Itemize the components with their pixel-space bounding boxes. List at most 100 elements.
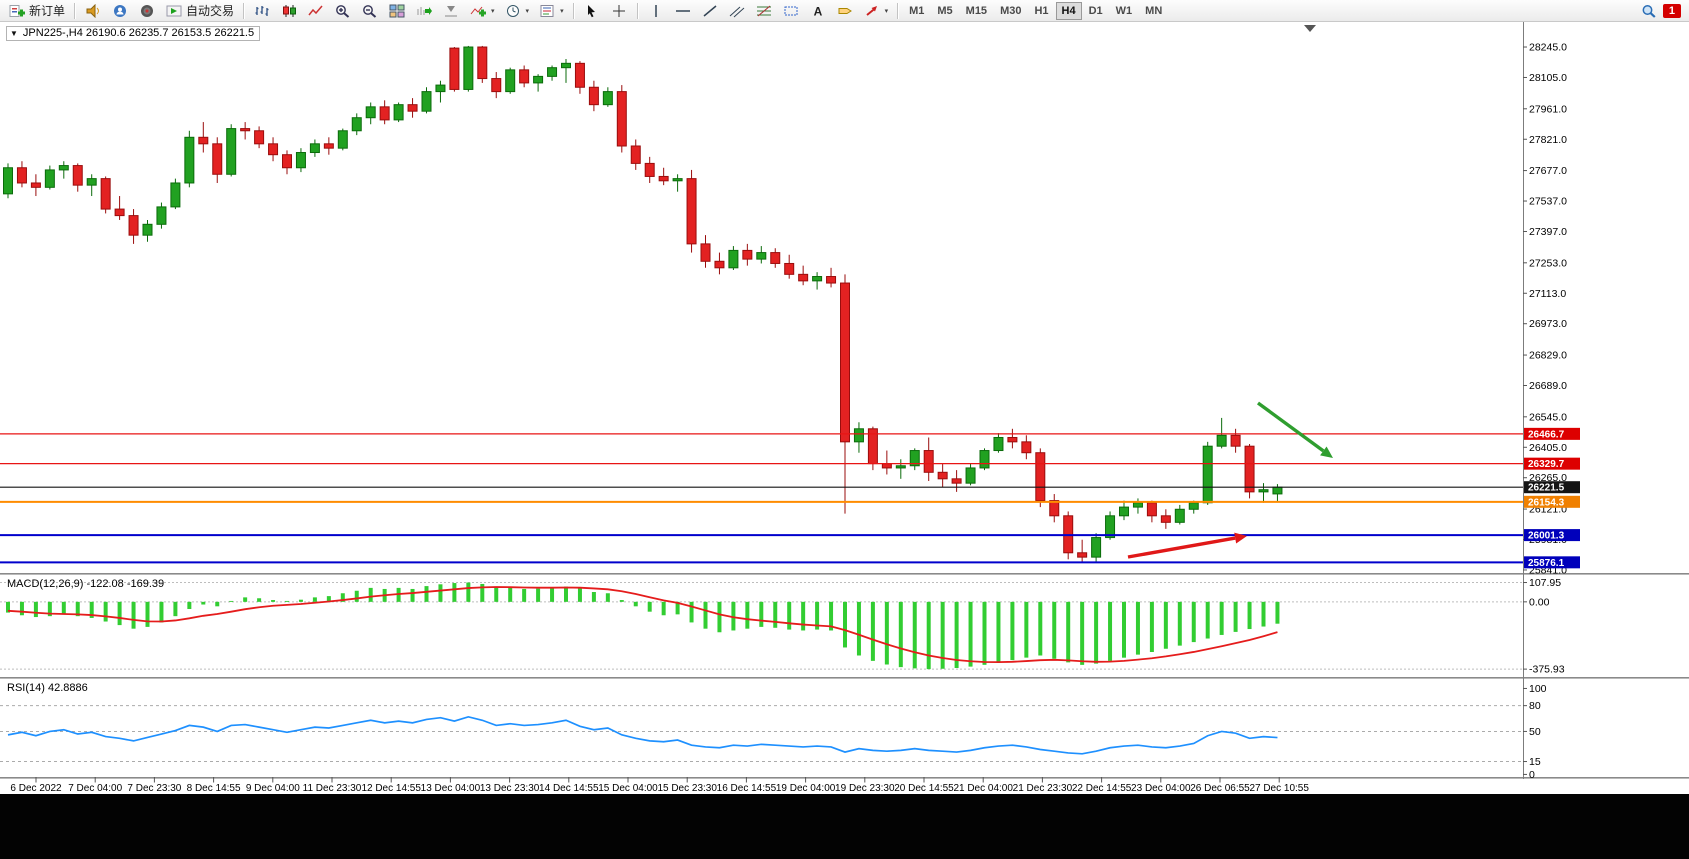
- time-axis-label: 14 Dec 14:55: [539, 783, 599, 794]
- green-down-arrow[interactable]: [1256, 401, 1333, 458]
- candle-body: [1035, 452, 1046, 502]
- panel-splitter[interactable]: [0, 777, 1689, 779]
- timeframe-button-h1[interactable]: H1: [1034, 4, 1049, 17]
- candle-body: [1188, 502, 1199, 510]
- horizontal-line-button[interactable]: [670, 1, 696, 21]
- candle-body: [1272, 486, 1283, 495]
- price-badge: [1524, 481, 1580, 494]
- candle-body: [937, 471, 948, 480]
- candle-body: [295, 152, 306, 169]
- macd-axis-label: 0.00: [1529, 596, 1550, 608]
- candle-body: [742, 249, 753, 260]
- panel-splitter[interactable]: [0, 573, 1689, 575]
- tile-windows-button[interactable]: [384, 1, 410, 21]
- mailbox-badge[interactable]: 1: [1662, 3, 1681, 18]
- timeframe-button-d1[interactable]: D1: [1088, 4, 1103, 17]
- candle-body: [1146, 502, 1157, 517]
- autotrading-label: 自动交易: [186, 4, 235, 18]
- price-badge-label: 26329.7: [1528, 459, 1565, 470]
- rsi-label: RSI(14) 42.8886: [7, 682, 88, 694]
- periods-button[interactable]: ▾: [500, 1, 534, 21]
- price-axis[interactable]: [1524, 22, 1689, 779]
- time-axis-label: 23 Dec 04:00: [1131, 783, 1191, 794]
- candle-body: [1160, 515, 1171, 523]
- cursor-button[interactable]: [579, 1, 605, 21]
- text-label-button[interactable]: [832, 1, 858, 21]
- timeframe-button-w1[interactable]: W1: [1115, 4, 1133, 17]
- line-chart-button[interactable]: [303, 1, 329, 21]
- price-axis-label: 26689.0: [1529, 380, 1567, 392]
- fibonacci-button[interactable]: [751, 1, 777, 21]
- rsi-line: [7, 715, 1278, 755]
- auto-scroll-button[interactable]: [411, 1, 437, 21]
- candle-body: [198, 136, 209, 145]
- indicators-button[interactable]: ▾: [465, 1, 499, 21]
- candle-body: [602, 91, 613, 106]
- price-badge-label: 26001.3: [1528, 531, 1565, 542]
- candle-body: [1216, 434, 1227, 447]
- candle-body: [853, 428, 864, 443]
- candle-body: [3, 167, 13, 195]
- chart-shift-marker[interactable]: [1304, 25, 1316, 32]
- time-axis-label: 12 Dec 14:55: [361, 783, 421, 794]
- price-axis-label: 27821.0: [1529, 134, 1567, 146]
- fibonacci-icon: [755, 3, 773, 19]
- community-button[interactable]: [107, 1, 133, 21]
- candle-body: [1230, 434, 1241, 447]
- candle-body: [784, 262, 795, 275]
- chart-shift-button[interactable]: [438, 1, 464, 21]
- templates-button[interactable]: ▾: [534, 1, 568, 21]
- channel-button[interactable]: [724, 1, 750, 21]
- chart-canvas[interactable]: 28245.0 28105.0 27961.0 27821.0 27677.0 27537…: [0, 22, 1689, 859]
- shapes-button[interactable]: [778, 1, 804, 21]
- price-badge: [1524, 556, 1580, 569]
- candle-body: [574, 62, 585, 88]
- time-axis-label: 9 Dec 04:00: [246, 783, 300, 794]
- time-axis[interactable]: [0, 779, 1689, 794]
- candle-body: [170, 182, 181, 208]
- collapse-panel-icon[interactable]: ▼: [10, 28, 18, 38]
- vertical-line-button[interactable]: [643, 1, 669, 21]
- candle-body: [449, 47, 460, 90]
- svg-text:A: A: [813, 4, 822, 18]
- time-axis-label: 7 Dec 23:30: [127, 783, 181, 794]
- candle-body: [923, 450, 934, 473]
- timeframe-button-m5[interactable]: M5: [937, 4, 953, 17]
- price-axis-label: 26829.0: [1529, 350, 1567, 362]
- candle-body: [686, 178, 697, 245]
- autotrading-button[interactable]: 自动交易: [161, 1, 238, 21]
- crosshair-button[interactable]: [606, 1, 632, 21]
- new-order-button[interactable]: 新订单: [4, 1, 69, 21]
- text-button[interactable]: A: [805, 1, 831, 21]
- candle-body: [407, 104, 418, 112]
- cursor-icon: [583, 3, 601, 19]
- price-axis-label: 26973.0: [1529, 318, 1567, 330]
- candle-body: [114, 208, 125, 217]
- zoom-in-button[interactable]: [330, 1, 356, 21]
- search-button[interactable]: [1636, 1, 1662, 21]
- timeframe-button-mn[interactable]: MN: [1145, 4, 1163, 17]
- timeframe-button-m30[interactable]: M30: [1000, 4, 1022, 17]
- candle-body: [1077, 552, 1088, 558]
- panel-splitter[interactable]: [0, 677, 1689, 679]
- zoom-out-button[interactable]: [357, 1, 383, 21]
- candle-body: [240, 128, 251, 132]
- arrows-button[interactable]: ▾: [859, 1, 893, 21]
- time-axis-label: 15 Dec 23:30: [657, 783, 717, 794]
- price-axis-label: 26405.0: [1529, 442, 1567, 454]
- record-icon: [138, 3, 156, 19]
- record-button[interactable]: [134, 1, 160, 21]
- timeframe-button-m15[interactable]: M15: [965, 4, 988, 17]
- timeframe-button-m1[interactable]: M1: [909, 4, 925, 17]
- channel-icon: [728, 3, 746, 19]
- bar-chart-button[interactable]: [249, 1, 275, 21]
- timeframe-button-h4[interactable]: H4: [1055, 1, 1082, 20]
- candlestick-chart-button[interactable]: [276, 1, 302, 21]
- candle-body: [1119, 506, 1129, 517]
- timeframe-group: M1 M5 M15 M30 H1 H4 D1 W1 MN: [903, 1, 1168, 20]
- macd-axis-label: 107.95: [1529, 577, 1561, 589]
- alerts-button[interactable]: [80, 1, 106, 21]
- trendline-button[interactable]: [697, 1, 723, 21]
- zoom-out-icon: [361, 3, 379, 19]
- red-up-arrow[interactable]: [1127, 532, 1247, 559]
